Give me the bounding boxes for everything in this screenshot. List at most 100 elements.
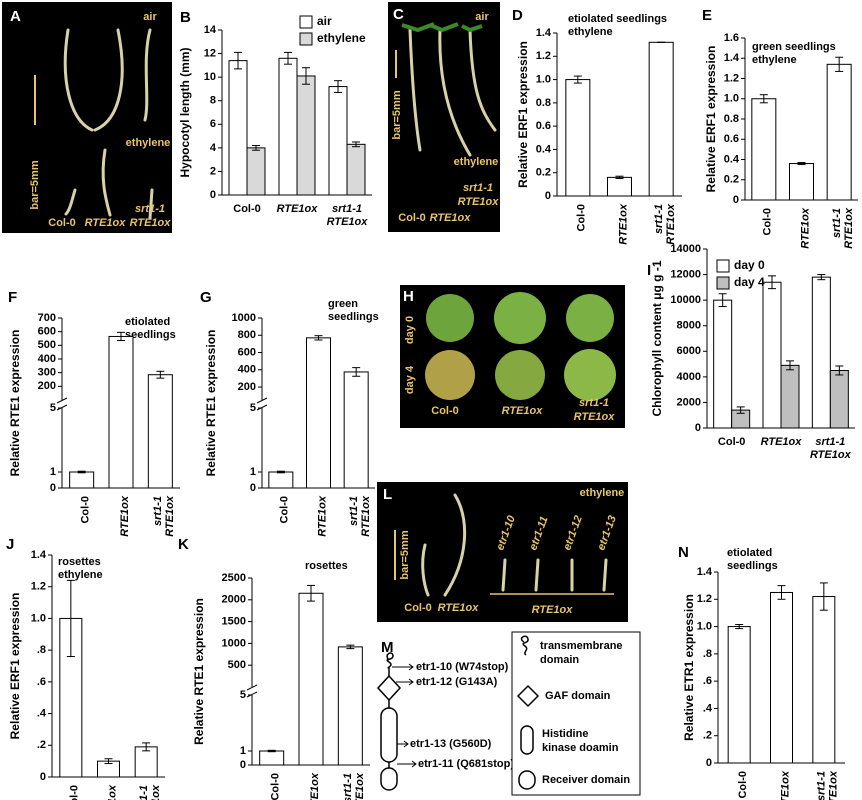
x-tick-label: RTE1ox <box>828 770 840 800</box>
x-tick-label: RTE1ox <box>354 772 366 800</box>
bar <box>811 276 831 429</box>
y-tick-label: 1.0 <box>536 73 551 85</box>
axis-break <box>256 397 268 404</box>
legend-label: kinase doamin <box>542 742 619 754</box>
bar <box>246 147 266 196</box>
x-tick-label: RTE1ox <box>617 203 629 245</box>
legend-box <box>511 631 641 796</box>
bar <box>268 471 294 489</box>
panel-label: B <box>180 9 191 26</box>
mutation-label: etr1-12 (G143A) <box>416 676 498 688</box>
y-tick-label: 6000 <box>677 345 701 357</box>
y-tick-label: .4 <box>703 702 713 714</box>
chart-title: etiolated <box>125 316 170 328</box>
y-tick-label: 0 <box>210 189 216 201</box>
photo-label: RTE1ox <box>532 604 574 616</box>
mutation-label: etr1-10 (W74stop) <box>416 661 509 673</box>
chart-title: ethylene <box>568 26 613 38</box>
x-tick-label: RTE1ox <box>327 216 369 228</box>
x-tick-label: srt1-1 <box>332 203 362 215</box>
y-axis-label: Hypocotyl length (mm) <box>178 47 192 177</box>
y-tick-label: 0 <box>250 482 256 494</box>
y-tick-label: 1.4 <box>536 27 552 39</box>
bar <box>278 57 298 196</box>
y-tick-label: .4 <box>37 707 47 719</box>
chart-title: green <box>328 298 358 310</box>
y-tick-label: 1.2 <box>724 72 739 84</box>
y-tick-label: 8000 <box>677 320 701 332</box>
x-tick-label: RTE1ox <box>360 495 372 537</box>
mutation-label: etr1-11 (Q681stop) <box>418 758 514 770</box>
x-tick-label: Col-0 <box>279 496 291 524</box>
axis-break <box>56 397 68 404</box>
y-tick-label: 1 <box>50 466 56 478</box>
bar <box>648 41 674 197</box>
bar <box>298 592 324 766</box>
y-tick-label: 0 <box>240 759 246 771</box>
y-tick-label: 12 <box>204 47 216 59</box>
y-tick-label: 5 <box>250 402 256 414</box>
x-tick-label: Col-0 <box>762 208 774 236</box>
legend-label: domain <box>540 654 579 666</box>
photo-h: H day 0 day 4 Col-0 RTE1ox srt1-1 RTE1ox <box>400 285 625 428</box>
y-tick-label: 300 <box>38 367 56 379</box>
y-tick-label: 1000 <box>222 637 246 649</box>
bar <box>565 79 591 197</box>
bar <box>762 281 782 429</box>
y-tick-label: 0.2 <box>724 174 739 186</box>
bar <box>770 591 793 764</box>
photo-label: RTE1ox <box>438 602 480 614</box>
y-tick-label: 1.0 <box>724 93 739 105</box>
photo-label: RTE1ox <box>430 212 472 224</box>
photo-label: RTE1ox <box>458 196 500 208</box>
legend-label: transmembrane <box>540 640 623 652</box>
x-tick-label: RTE1ox <box>150 784 162 800</box>
y-tick-label: 0 <box>40 771 46 783</box>
y-tick-label: 14 <box>204 24 217 36</box>
legend-swatch <box>716 259 730 273</box>
y-tick-label: 400 <box>38 353 56 365</box>
y-tick-label: 0 <box>50 482 56 494</box>
x-tick-label: RTE1ox <box>119 495 131 537</box>
photo-label: bar=5mm <box>399 530 411 579</box>
photo-label: air <box>475 11 489 23</box>
y-tick-label: 4 <box>210 142 217 154</box>
y-tick-label: 1.2 <box>697 593 712 605</box>
bar <box>812 596 836 764</box>
x-tick-label: Col-0 <box>69 785 81 800</box>
y-tick-label: 0.6 <box>724 133 739 145</box>
x-tick-label: RTE1ox <box>810 449 852 461</box>
bar <box>607 176 632 197</box>
y-tick-label: 1.6 <box>724 32 739 44</box>
photo-label: RTE1ox <box>574 411 616 423</box>
panel-label: G <box>200 289 212 306</box>
y-tick-label: .8 <box>37 644 46 656</box>
y-tick-label: 1500 <box>222 616 246 628</box>
y-tick-label: 0.4 <box>536 143 552 155</box>
photo-label: bar=5mm <box>29 160 41 209</box>
x-tick-label: srt1-1 <box>816 771 828 800</box>
photo-label: bar=5mm <box>391 90 403 139</box>
chart-title: ethylene <box>58 569 103 581</box>
legend-label: day 0 <box>734 258 765 272</box>
photo-a: A air bar=5mm ethylene Col-0 RTE1ox srt1… <box>2 2 172 233</box>
y-tick-label: 0.4 <box>724 153 740 165</box>
legend-label: day 4 <box>734 275 765 289</box>
y-tick-label: 800 <box>238 329 256 341</box>
y-tick-label: 1000 <box>232 312 256 324</box>
y-tick-label: 0.2 <box>536 167 551 179</box>
legend-label: air <box>317 14 332 28</box>
photo-label: Col-0 <box>404 602 432 614</box>
photo-label: Col-0 <box>398 212 426 224</box>
y-axis-label: Relative ETR1 expression <box>682 594 696 741</box>
bar <box>727 626 751 764</box>
y-axis-label: Relative RTE1 expression <box>192 598 206 745</box>
bar <box>751 98 777 201</box>
panel-label: C <box>393 6 404 23</box>
photo-l: L ethylene bar=5mm Col-0 RTE1ox etr1-10 … <box>377 482 628 622</box>
photo-label: srt1-1 <box>579 397 609 409</box>
photo-label: day 0 <box>404 316 416 344</box>
photo-c: C air bar=5mm ethylene Col-0 RTE1ox srt1… <box>388 2 500 232</box>
bar <box>829 369 849 429</box>
panel-label: K <box>178 536 189 553</box>
